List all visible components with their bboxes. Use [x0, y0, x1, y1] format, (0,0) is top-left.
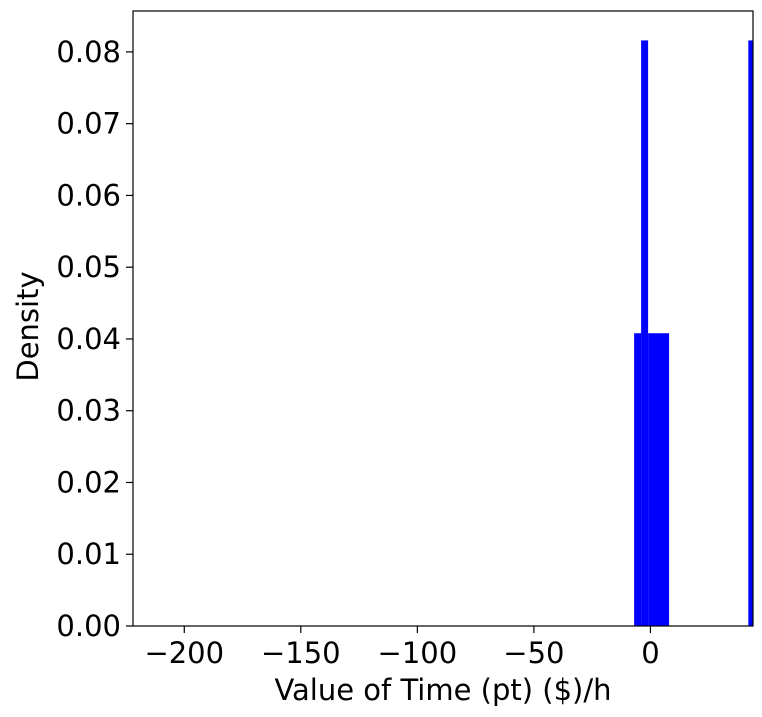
y-tick-label: 0.01 [56, 537, 121, 571]
histogram-bar [634, 333, 642, 626]
x-tick-label: −150 [261, 636, 341, 670]
x-axis-label: Value of Time (pt) ($)/h [274, 673, 611, 707]
y-tick-label: 0.04 [56, 322, 121, 356]
y-tick-label: 0.07 [56, 107, 121, 141]
histogram-bar [641, 40, 649, 626]
histogram-bar [648, 333, 670, 626]
y-axis-ticks: 0.00 0.01 0.02 0.03 0.04 0.05 0.06 0.07 0.08 [56, 35, 133, 643]
x-tick-label: −50 [503, 636, 564, 670]
histogram-bar [748, 40, 753, 626]
histogram-bars [634, 40, 753, 626]
x-tick-label: −200 [144, 636, 224, 670]
x-axis-ticks: −200 −150 −100 −50 0 [144, 626, 660, 670]
y-axis-label: Density [11, 271, 45, 381]
x-tick-label: −100 [378, 636, 458, 670]
y-tick-label: 0.02 [56, 465, 121, 499]
x-tick-label: 0 [641, 636, 659, 670]
plot-frame [132, 10, 754, 627]
y-tick-label: 0.03 [56, 394, 121, 428]
y-tick-label: 0.06 [56, 178, 121, 212]
y-tick-label: 0.08 [56, 35, 121, 69]
y-tick-label: 0.00 [56, 609, 121, 643]
y-tick-label: 0.05 [56, 250, 121, 284]
